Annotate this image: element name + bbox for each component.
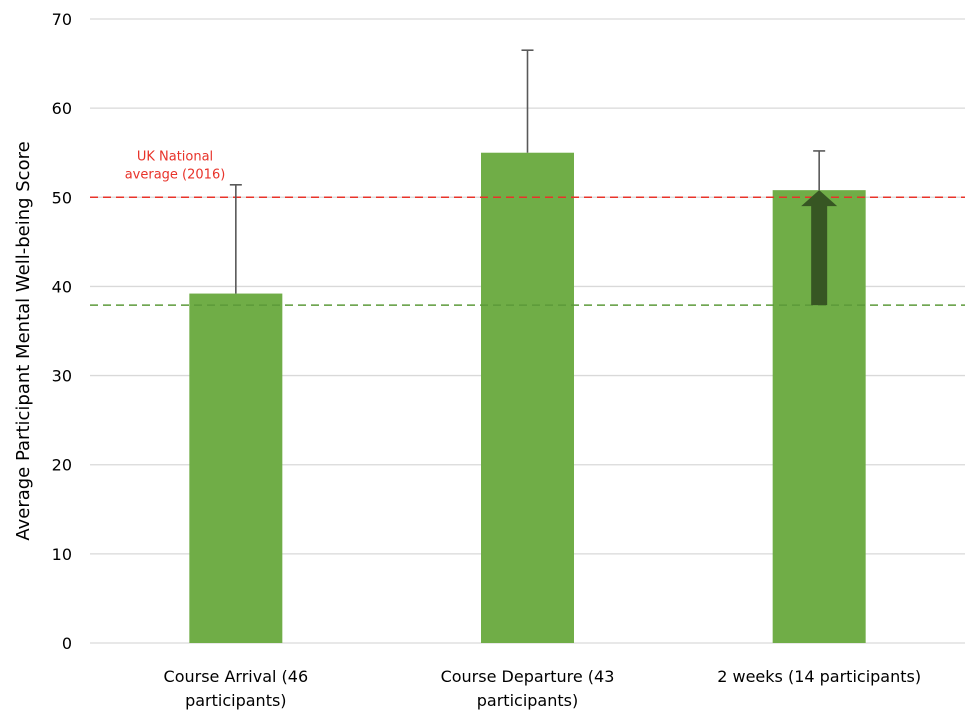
bars (189, 152, 866, 643)
error-bars (229, 49, 826, 294)
y-tick-label: 20 (52, 456, 72, 475)
y-tick-label: 10 (52, 545, 72, 564)
y-tick-label: 0 (62, 634, 72, 653)
bar (481, 152, 574, 643)
y-axis-label: Average Participant Mental Well-being Sc… (13, 141, 34, 540)
x-axis-categories: Course Arrival (46 participants) Course De… (164, 667, 922, 710)
y-tick-label: 40 (52, 277, 72, 296)
y-axis-ticks: 0 10 20 30 40 50 60 70 (52, 10, 72, 653)
reference-line-label: UK National average (2016) (125, 149, 226, 182)
x-category-label: Course Departure (43 participants) (441, 667, 615, 710)
up-arrow-icon (801, 190, 838, 306)
y-tick-label: 50 (52, 188, 72, 207)
improvement-arrow (801, 190, 838, 306)
x-category-label: Course Arrival (46 participants) (164, 667, 309, 710)
y-tick-label: 70 (52, 10, 72, 29)
y-tick-label: 30 (52, 367, 72, 386)
bar (189, 293, 283, 643)
x-category-label: 2 weeks (14 participants) (717, 667, 921, 686)
y-tick-label: 60 (52, 99, 72, 118)
